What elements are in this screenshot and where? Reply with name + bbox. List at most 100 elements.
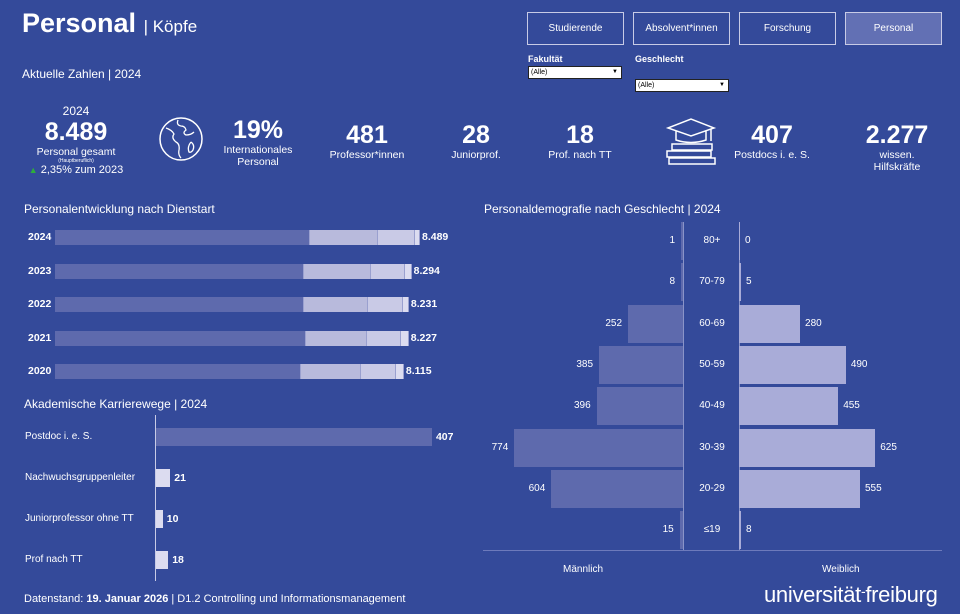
nav-button-1[interactable]: Absolvent*innen xyxy=(633,12,730,45)
filter-select-1[interactable]: (Alle) ▼ xyxy=(635,79,729,92)
globe-icon xyxy=(159,117,203,161)
career-value: 10 xyxy=(166,513,179,525)
career-bar xyxy=(156,551,169,569)
nav-button-0[interactable]: Studierende xyxy=(527,12,624,45)
male-value: 396 xyxy=(573,400,591,412)
year-label: 2023 xyxy=(28,264,52,277)
male-value: 15 xyxy=(662,524,674,536)
career-bar xyxy=(156,428,432,446)
female-bar xyxy=(739,387,839,426)
kpi-value: 28 xyxy=(462,121,490,149)
bar-segment xyxy=(378,230,415,245)
section-label: Aktuelle Zahlen | 2024 xyxy=(22,67,142,81)
career-axis xyxy=(155,415,156,581)
nav-button-2[interactable]: Forschung xyxy=(739,12,836,45)
year-label: 2021 xyxy=(28,331,52,344)
kpi-value: 2.277 xyxy=(865,121,929,149)
male-bar xyxy=(551,469,683,508)
bar-segment xyxy=(396,364,404,379)
career-label: Postdoc i. e. S. xyxy=(25,431,93,442)
female-value: 625 xyxy=(880,441,897,453)
kpi-5: 2.277 wissen. Hilfskräfte xyxy=(866,121,929,173)
bar-segment xyxy=(368,297,403,312)
bar-segment xyxy=(301,364,362,379)
bar-segment xyxy=(55,330,306,346)
male-bar xyxy=(596,387,683,426)
up-triangle-icon: ▲ xyxy=(28,165,38,175)
female-bar xyxy=(739,222,740,260)
age-label: 70-79 xyxy=(699,276,725,288)
total-label: 8.115 xyxy=(405,365,432,377)
kpi-3: 18 Prof. nach TT xyxy=(548,121,611,161)
female-bar xyxy=(739,511,741,550)
male-value: 1 xyxy=(669,235,675,246)
female-value: 5 xyxy=(746,276,752,288)
female-value: 555 xyxy=(864,482,882,494)
male-bar xyxy=(679,511,683,550)
bar-segment xyxy=(306,330,367,346)
filter-select-0[interactable]: (Alle) ▼ xyxy=(528,66,622,79)
male-value: 8 xyxy=(669,276,675,288)
bar-segment xyxy=(55,297,304,312)
male-value: 604 xyxy=(528,482,546,494)
nav-button-3[interactable]: Personal xyxy=(845,12,942,45)
male-value: 774 xyxy=(491,441,509,453)
bar-segment xyxy=(303,297,368,312)
female-bar xyxy=(739,345,846,384)
year-label: 2024 xyxy=(28,231,52,243)
kpi-label: Internationales Personal xyxy=(223,144,293,168)
kpi-label: Prof. nach TT xyxy=(548,149,612,161)
female-value: 8 xyxy=(746,524,752,536)
male-bar xyxy=(599,345,683,384)
female-value: 280 xyxy=(805,317,822,329)
bar-segment xyxy=(401,330,409,346)
bar-segment xyxy=(55,364,302,379)
chart-title-career: Akademische Karrierewege | 2024 xyxy=(24,397,208,411)
university-logo: universität-freiburg xyxy=(764,582,938,607)
bar-segment xyxy=(367,330,402,346)
male-bar xyxy=(514,428,683,467)
chevron-down-icon: ▼ xyxy=(612,69,618,75)
total-label: 8.231 xyxy=(410,298,438,310)
male-bar xyxy=(681,263,683,302)
age-label: 60-69 xyxy=(699,317,725,329)
page-title: Personal | Köpfe xyxy=(22,8,198,38)
kpi-value: 18 xyxy=(566,121,594,149)
kpi-4: 407 Postdocs i. e. S. xyxy=(734,121,810,161)
footer-data-status: Datenstand: 19. Januar 2026 | D1.2 Contr… xyxy=(24,593,406,605)
age-label: 20-29 xyxy=(699,482,725,494)
male-bar xyxy=(628,304,683,343)
total-label: 8.489 xyxy=(422,231,449,243)
total-label: 8.227 xyxy=(410,331,438,344)
kpi-label: Postdocs i. e. S. xyxy=(734,149,810,161)
female-bar xyxy=(739,263,741,302)
age-label: 40-49 xyxy=(699,400,725,412)
female-value: 0 xyxy=(745,235,751,246)
kpi-label: Professor*innen xyxy=(329,149,405,161)
bar-segment xyxy=(404,263,412,279)
career-value: 21 xyxy=(174,472,186,484)
career-value: 18 xyxy=(172,554,184,566)
bar-segment xyxy=(55,263,304,279)
bar-segment xyxy=(361,364,397,379)
female-value: 455 xyxy=(843,400,860,412)
male-baseline xyxy=(683,222,684,550)
female-bar xyxy=(739,428,876,467)
legend-female: Weiblich xyxy=(822,564,860,575)
age-label: 30-39 xyxy=(699,441,725,453)
kpi-label: Juniorprof. xyxy=(451,149,501,161)
bar-segment xyxy=(403,297,409,312)
male-value: 252 xyxy=(605,317,623,329)
female-bar xyxy=(739,304,801,343)
legend-male: Männlich xyxy=(563,564,604,575)
career-bar xyxy=(156,510,163,528)
female-bar xyxy=(739,469,860,508)
kpi-total: 2024 8.489 Personal gesamt (Hauptberufli… xyxy=(28,104,124,176)
chevron-down-icon: ▼ xyxy=(719,82,725,88)
filter-value: (Alle) xyxy=(531,69,548,76)
kpi-value: 407 xyxy=(751,121,793,149)
filter-value: (Alle) xyxy=(638,82,655,89)
chart-title-demography: Personaldemografie nach Geschlecht | 202… xyxy=(484,202,721,216)
bar-segment xyxy=(310,230,379,245)
year-label: 2022 xyxy=(28,298,52,310)
